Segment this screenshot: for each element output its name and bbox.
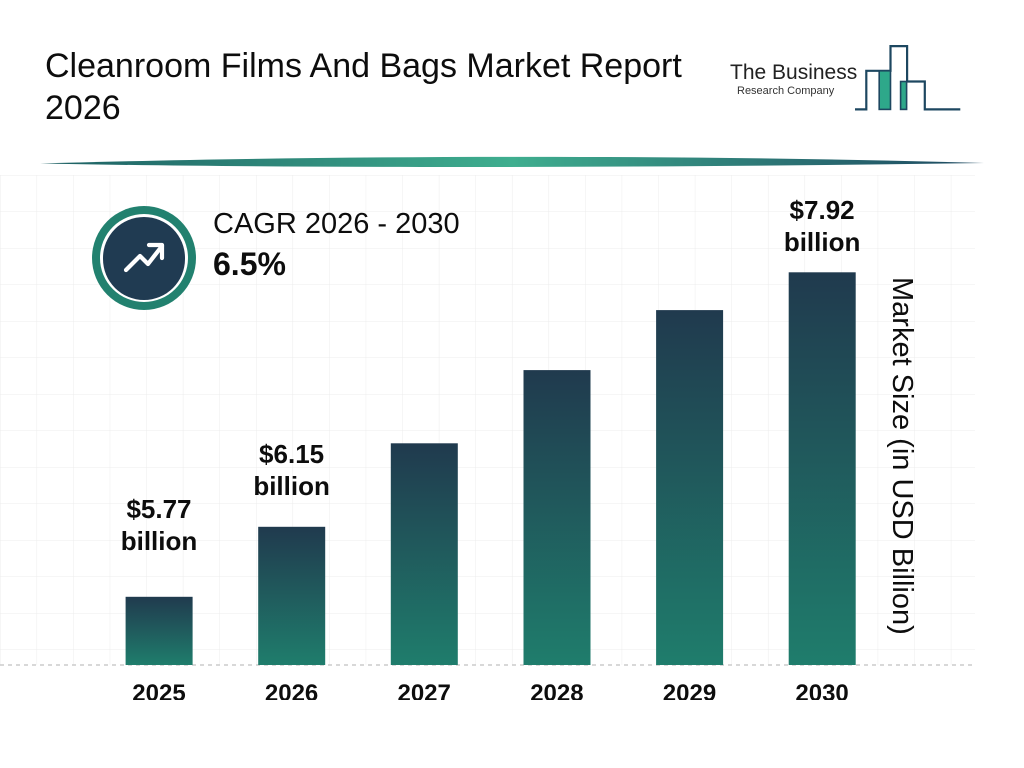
svg-text:Research Company: Research Company [737,85,835,97]
svg-text:The Business: The Business [730,61,857,84]
